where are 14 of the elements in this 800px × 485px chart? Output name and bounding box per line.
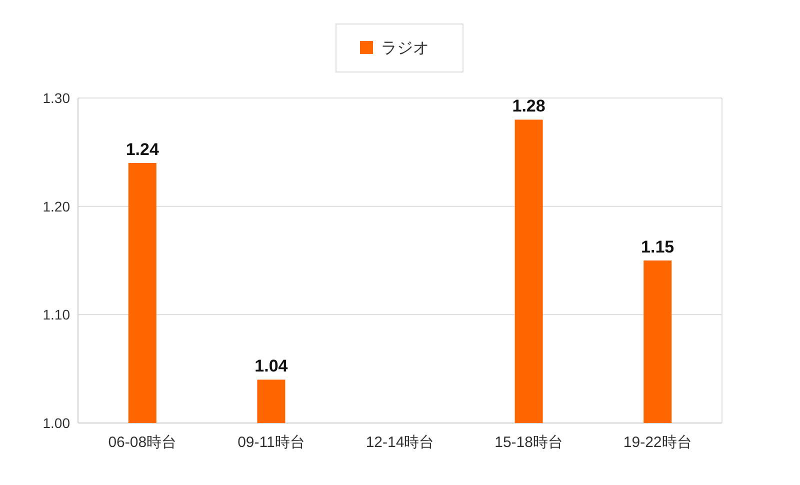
- x-tick-label: 15-18時台: [494, 434, 563, 451]
- data-label: 1.28: [512, 96, 546, 116]
- x-tick-label: 06-08時台: [108, 434, 177, 451]
- y-tick-label: 1.00: [42, 415, 70, 431]
- x-tick-label: 19-22時台: [623, 434, 692, 451]
- y-tick-label: 1.30: [42, 90, 70, 106]
- x-tick-label: 12-14時台: [366, 434, 434, 451]
- data-label: 1.24: [126, 140, 160, 159]
- y-tick-label: 1.10: [42, 306, 70, 323]
- x-tick-label: 09-11時台: [238, 434, 305, 451]
- legend-label: ラジオ: [381, 40, 429, 57]
- data-label: 1.15: [641, 238, 674, 256]
- data-label: 1.04: [254, 356, 288, 376]
- y-tick-label: 1.20: [42, 198, 70, 214]
